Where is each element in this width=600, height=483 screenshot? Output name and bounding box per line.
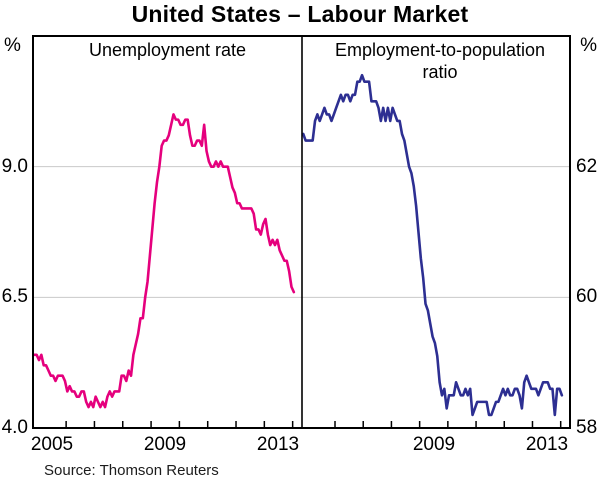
y-axis-label-right: 58	[576, 417, 598, 438]
left-axis-unit: %	[4, 35, 21, 56]
chart-title: United States – Labour Market	[131, 1, 469, 27]
source-note: Source: Thomson Reuters	[44, 462, 219, 479]
x-axis-label: 2013	[525, 434, 569, 455]
x-axis-label: 2013	[256, 434, 300, 455]
employment-line	[301, 73, 564, 417]
left-panel-label: Unemployment rate	[88, 40, 247, 60]
right-axis-unit: %	[580, 35, 597, 56]
unemployment-line	[32, 113, 296, 409]
x-axis-label: 2009	[412, 434, 456, 455]
y-axis-label-left: 4.0	[1, 417, 28, 438]
x-axis-label: 2009	[143, 434, 187, 455]
y-axis-label-left: 9.0	[1, 156, 28, 177]
x-axis-label: 2005	[30, 434, 74, 455]
y-axis-label-right: 60	[576, 286, 598, 307]
right-panel-label: Employment-to-population ratio	[334, 40, 546, 82]
y-axis-label-right: 62	[576, 156, 598, 177]
y-axis-label-left: 6.5	[1, 286, 28, 307]
